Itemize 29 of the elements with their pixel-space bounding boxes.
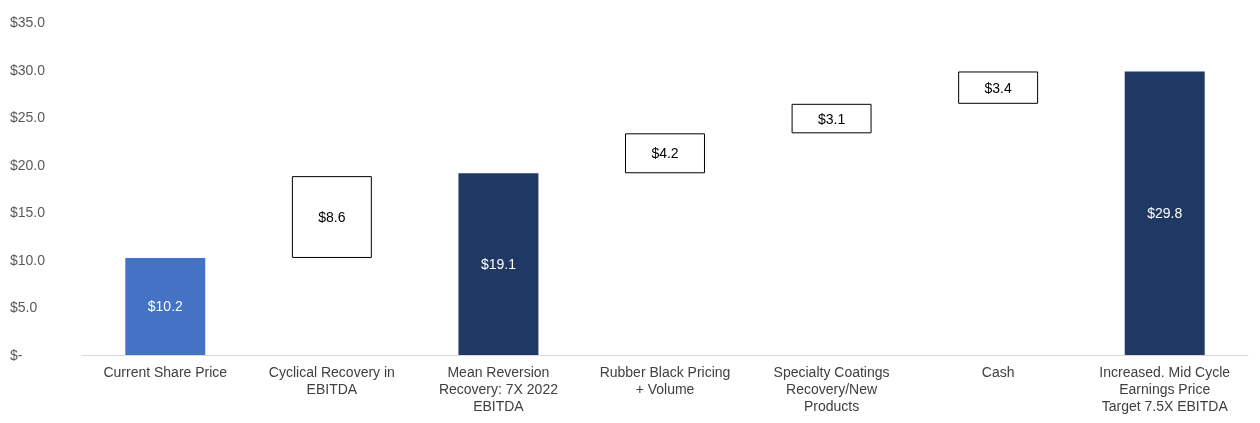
bar — [125, 257, 206, 355]
bar — [958, 71, 1039, 104]
bar — [291, 176, 372, 258]
data-label: $3.1 — [817, 110, 846, 127]
bar — [458, 173, 539, 355]
y-tick-label: $20.0 — [10, 156, 46, 173]
x-tick-label: Cyclical Recovery in EBITDA — [268, 363, 395, 397]
x-tick-label: Increased. Mid Cycle Earnings Price Target 7.5X EBITDA — [1099, 363, 1231, 414]
y-tick-label: $15.0 — [10, 204, 46, 221]
y-tick-label: $25.0 — [10, 109, 46, 126]
y-tick-label: $35.0 — [10, 14, 46, 30]
bar — [1124, 71, 1205, 355]
y-tick-label: $- — [10, 347, 23, 363]
bar — [791, 103, 872, 134]
y-tick-label: $10.0 — [10, 251, 46, 268]
x-tick-label: Specialty Coatings Recovery/New Products — [773, 363, 890, 414]
data-label: $19.1 — [480, 256, 517, 273]
x-tick-label: Rubber Black Pricing + Volume — [599, 363, 731, 397]
data-label: $8.6 — [318, 209, 346, 226]
x-tick-label: Current Share Price — [103, 363, 228, 380]
data-label: $3.4 — [984, 79, 1012, 96]
x-tick-label: Cash — [981, 363, 1015, 380]
x-tick-label: Mean Reversion Recovery: 7X 2022 EBITDA — [438, 363, 559, 414]
data-label: $4.2 — [651, 145, 679, 162]
bar — [625, 133, 705, 174]
y-tick-label: $5.0 — [10, 299, 38, 316]
data-label: $29.8 — [1147, 205, 1183, 222]
y-tick-label: $30.0 — [10, 61, 46, 78]
data-label: $10.2 — [147, 298, 184, 315]
